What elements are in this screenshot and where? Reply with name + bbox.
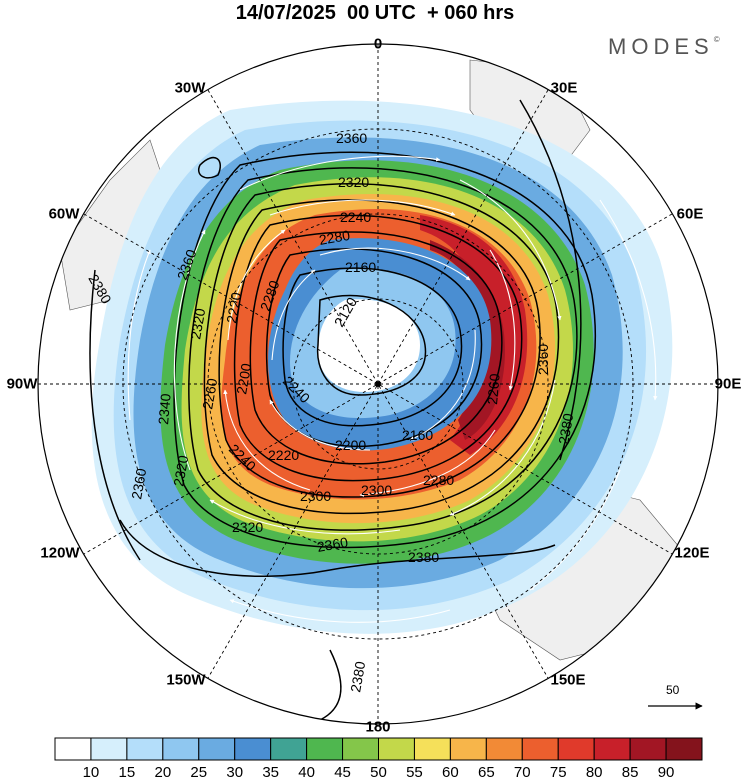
brand-logo: MODES© <box>608 34 720 60</box>
colorbar-swatch <box>665 737 703 761</box>
lon-label-120w: 120W <box>40 544 80 562</box>
wind-speed-shading <box>91 100 673 634</box>
contour-label: 2320 <box>187 307 208 341</box>
colorbar-tick-label: 65 <box>477 764 495 781</box>
map-title: 14/07/2025 00 UTC + 060 hrs <box>235 2 515 24</box>
colorbar-swatch <box>126 737 164 761</box>
colorbar-swatch <box>521 737 559 761</box>
colorbar-swatch <box>162 737 200 761</box>
colorbar <box>54 737 703 761</box>
colorbar-tick-label: 40 <box>298 764 315 781</box>
colorbar-tick-label: 90 <box>657 764 675 781</box>
colorbar-swatch <box>557 737 595 761</box>
colorbar-tick-label: 30 <box>226 764 244 781</box>
graticule <box>38 44 718 724</box>
lon-label-90w: 90W <box>6 375 38 393</box>
colorbar-tick-label: 60 <box>442 764 459 781</box>
lon-label-90e: 90E <box>714 375 742 393</box>
reference-vector-label: 50 <box>666 683 680 697</box>
lon-label-150w: 150W <box>166 671 206 689</box>
contour-label: 2320 <box>170 454 191 488</box>
contour-label: 2300 <box>300 488 331 504</box>
contour-label: 2280 <box>423 472 454 488</box>
colorbar-swatch <box>306 737 344 761</box>
wind-streamlines <box>127 155 658 623</box>
colorbar-tick-label: 75 <box>549 764 567 781</box>
south-pole-dot <box>375 381 381 387</box>
colorbar-swatch <box>449 737 487 761</box>
contour-label: 2320 <box>232 519 263 535</box>
contour-label: 2380 <box>347 660 368 694</box>
colorbar-swatch <box>378 737 415 761</box>
contour-label: 2360 <box>535 344 551 375</box>
colorbar-tick-label: 50 <box>370 764 387 781</box>
colorbar-swatch <box>90 737 128 761</box>
colorbar-swatch <box>485 737 523 761</box>
contour-label: 2360 <box>336 130 367 146</box>
brand-mark: © <box>713 34 720 44</box>
contour-label: 2280 <box>318 227 352 248</box>
contour-label: 2200 <box>335 437 366 453</box>
contour-label: 2220 <box>223 291 244 325</box>
colorbar-tick-label: 45 <box>334 764 351 781</box>
colorbar-swatch <box>234 737 272 761</box>
contour-label: 2160 <box>345 259 376 275</box>
colorbar-tick-label: 15 <box>118 764 136 781</box>
colorbar-swatch <box>629 737 667 761</box>
colorbar-tick-label: 55 <box>406 764 423 781</box>
contour-label: 2240 <box>340 209 371 225</box>
lon-label-60w: 60W <box>48 205 80 223</box>
colorbar-swatch <box>54 737 92 761</box>
colorbar-swatch <box>413 737 451 761</box>
colorbar-tick-label: 20 <box>154 764 172 781</box>
contour-label: 2340 <box>155 393 174 426</box>
lon-label-0: 0 <box>373 35 383 53</box>
contour-label: 2360 <box>128 467 149 501</box>
contour-label: 2320 <box>338 174 369 190</box>
colorbar-tick-label: 10 <box>82 764 100 781</box>
contour-label: 2220 <box>268 447 299 463</box>
colorbar-tick-label: 70 <box>513 764 531 781</box>
brand-name: MODES <box>608 34 714 59</box>
colorbar-swatch <box>593 737 631 761</box>
colorbar-tick-label: 35 <box>262 764 279 781</box>
lon-label-30e: 30E <box>550 79 578 97</box>
map-boundary <box>37 43 719 725</box>
lon-label-30w: 30W <box>174 79 206 97</box>
colorbar-swatch <box>342 737 379 761</box>
contour-label: 2380 <box>408 549 439 565</box>
lon-label-120e: 120E <box>674 544 710 562</box>
contour-label: 2260 <box>199 377 220 411</box>
contour-label: 2200 <box>233 362 254 396</box>
colorbar-swatch <box>270 737 308 761</box>
contour-label: 2360 <box>316 534 350 555</box>
lon-label-180: 180 <box>365 718 391 736</box>
lon-label-60e: 60E <box>676 205 704 223</box>
contour-label: 2380 <box>555 412 576 446</box>
contour-label: 2260 <box>484 373 503 406</box>
contour-label-group: 2360 2320 2280 2240 2160 2120 2200 2240 … <box>85 130 576 694</box>
colorbar-swatch <box>198 737 236 761</box>
contour-label: 2300 <box>361 482 392 498</box>
colorbar-tick-label: 25 <box>190 764 208 781</box>
colorbar-tick-label: 85 <box>621 764 639 781</box>
lon-label-150e: 150E <box>550 671 586 689</box>
colorbar-tick-label: 80 <box>585 764 603 781</box>
contour-label: 2160 <box>402 427 433 443</box>
